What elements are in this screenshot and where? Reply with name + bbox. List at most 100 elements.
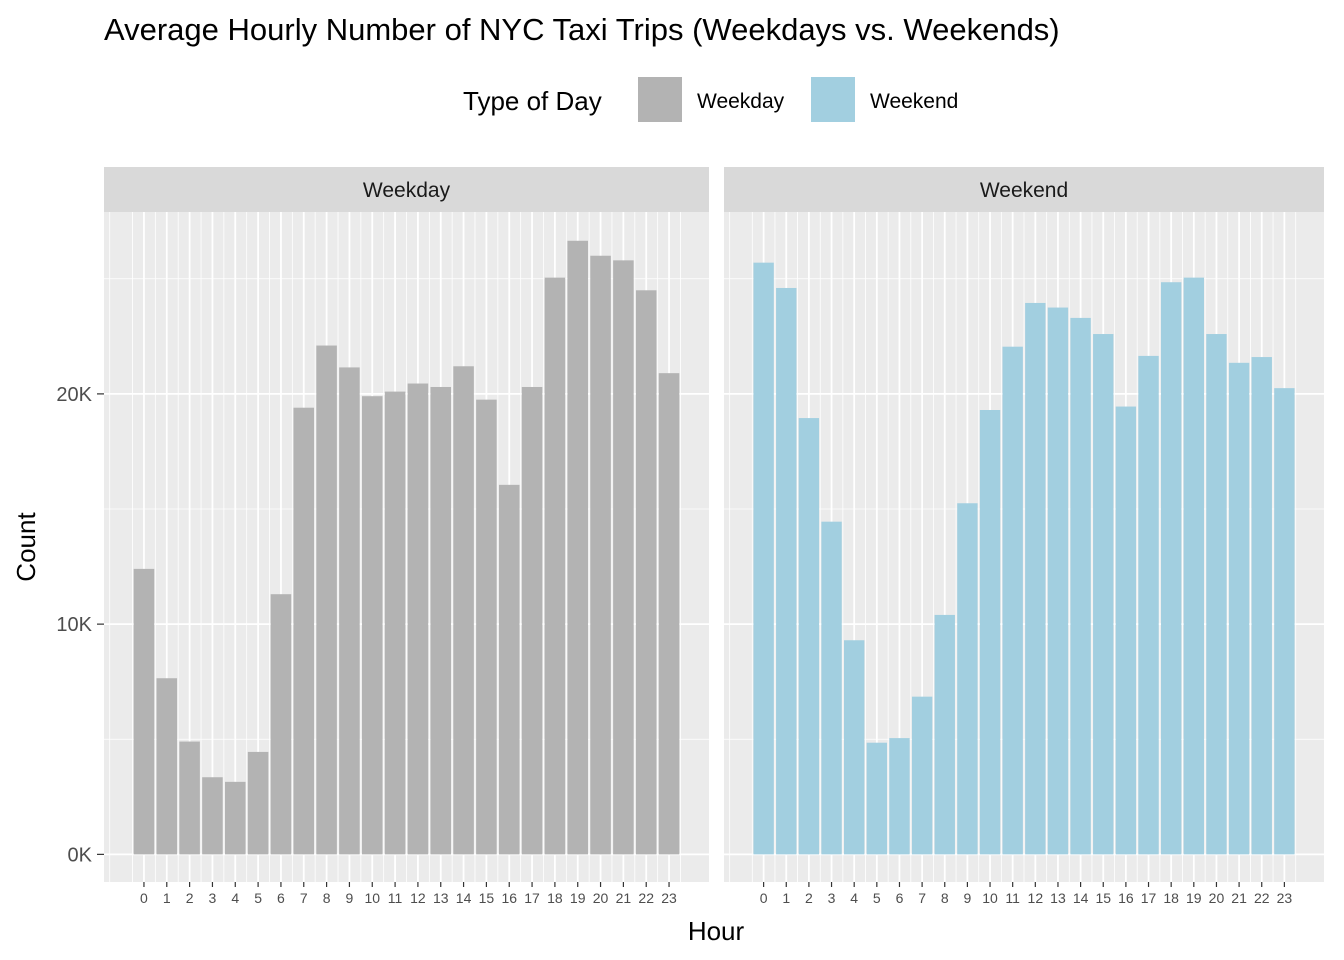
bar-weekend-hour-15: [1093, 334, 1114, 855]
y-axis-title: Count: [11, 512, 41, 582]
bar-weekday-hour-23: [658, 373, 680, 855]
legend-swatch-weekend: [811, 77, 855, 122]
x-tick-label: 6: [277, 890, 285, 906]
bar-weekday-hour-8: [316, 345, 337, 855]
bar-weekend-hour-23: [1274, 388, 1295, 855]
x-tick-label: 4: [850, 890, 858, 906]
x-tick-label: 9: [963, 890, 971, 906]
x-tick-label: 20: [1209, 890, 1225, 906]
x-tick-label: 8: [323, 890, 331, 906]
bar-weekend-hour-19: [1183, 277, 1204, 855]
bar-weekday-hour-16: [498, 484, 520, 855]
x-tick-label: 14: [1073, 890, 1089, 906]
legend-label-weekend: Weekend: [870, 90, 958, 113]
bar-weekday-hour-14: [453, 366, 474, 855]
x-tick-label: 16: [501, 890, 517, 906]
bar-weekend-hour-10: [979, 410, 1001, 855]
x-tick-label: 1: [782, 890, 790, 906]
bar-weekend-hour-21: [1228, 362, 1250, 855]
bar-weekend-hour-6: [889, 738, 910, 855]
x-tick-label: 14: [456, 890, 472, 906]
legend-label-weekday: Weekday: [697, 90, 785, 113]
x-tick-label: 15: [479, 890, 495, 906]
legend-swatch-weekday: [638, 77, 682, 122]
x-tick-label: 11: [1005, 890, 1020, 906]
bar-weekday-hour-11: [384, 391, 406, 855]
bar-weekday-hour-9: [339, 367, 360, 855]
bar-weekday-hour-7: [293, 407, 315, 855]
x-tick-label: 16: [1118, 890, 1134, 906]
x-tick-label: 8: [941, 890, 949, 906]
y-tick-label: 20K: [56, 384, 92, 406]
x-tick-label: 19: [570, 890, 586, 906]
x-tick-label: 1: [163, 890, 171, 906]
x-tick-label: 4: [231, 890, 239, 906]
x-tick-label: 0: [140, 890, 148, 906]
bar-weekday-hour-3: [202, 777, 223, 855]
bar-weekday-hour-17: [521, 386, 543, 855]
x-tick-label: 7: [918, 890, 926, 906]
x-tick-label: 12: [1028, 890, 1044, 906]
bar-weekday-hour-15: [476, 399, 497, 855]
x-tick-label: 2: [805, 890, 813, 906]
bar-weekend-hour-9: [957, 503, 978, 855]
x-tick-label: 17: [1141, 890, 1157, 906]
chart-title: Average Hourly Number of NYC Taxi Trips …: [104, 12, 1060, 47]
x-tick-label: 12: [410, 890, 426, 906]
x-tick-label: 10: [982, 890, 998, 906]
facet-strip-label: Weekday: [363, 179, 451, 202]
legend-title: Type of Day: [463, 86, 602, 116]
x-tick-label: 9: [346, 890, 354, 906]
bar-weekend-hour-22: [1251, 357, 1272, 855]
bar-weekend-hour-2: [798, 418, 820, 855]
bar-weekday-hour-20: [590, 255, 611, 855]
bar-weekday-hour-10: [361, 396, 383, 855]
x-tick-label: 7: [300, 890, 308, 906]
x-tick-label: 15: [1095, 890, 1111, 906]
x-tick-label: 18: [1163, 890, 1179, 906]
bar-weekend-hour-11: [1002, 346, 1023, 855]
x-tick-label: 22: [638, 890, 654, 906]
x-tick-label: 22: [1254, 890, 1270, 906]
bar-weekday-hour-5: [247, 751, 269, 855]
bar-weekend-hour-7: [911, 696, 933, 855]
x-tick-label: 5: [254, 890, 262, 906]
bar-weekday-hour-12: [407, 383, 429, 855]
x-tick-label: 23: [661, 890, 677, 906]
bar-weekday-hour-6: [270, 594, 292, 855]
x-tick-label: 23: [1277, 890, 1293, 906]
bar-weekday-hour-18: [544, 277, 566, 855]
bar-weekend-hour-16: [1115, 406, 1137, 855]
bar-weekend-hour-12: [1025, 302, 1046, 855]
x-tick-label: 17: [524, 890, 540, 906]
x-tick-label: 10: [364, 890, 380, 906]
bar-weekday-hour-13: [430, 386, 452, 855]
facet-strip-label: Weekend: [980, 179, 1068, 202]
facet-strip: [724, 167, 1324, 212]
bar-weekend-hour-20: [1206, 334, 1227, 855]
bar-weekend-hour-4: [844, 640, 865, 855]
facet-strip: [104, 167, 709, 212]
x-tick-label: 19: [1186, 890, 1202, 906]
x-tick-label: 13: [433, 890, 449, 906]
bar-weekend-hour-1: [776, 287, 797, 855]
bar-weekend-hour-13: [1047, 307, 1069, 855]
x-axis-title: Hour: [688, 916, 745, 946]
bar-weekday-hour-0: [133, 568, 155, 855]
bar-weekday-hour-4: [225, 781, 246, 855]
bar-weekend-hour-8: [934, 614, 955, 855]
x-tick-label: 6: [896, 890, 904, 906]
bar-weekend-hour-18: [1160, 282, 1182, 855]
bar-weekday-hour-19: [567, 240, 588, 855]
bar-weekend-hour-14: [1070, 317, 1091, 855]
x-tick-label: 11: [388, 890, 403, 906]
y-tick-label: 0K: [68, 844, 93, 866]
x-tick-label: 20: [593, 890, 609, 906]
legend: Type of Day Weekday Weekend: [463, 77, 958, 122]
bar-weekend-hour-3: [821, 521, 842, 855]
x-tick-label: 3: [209, 890, 217, 906]
x-tick-label: 2: [186, 890, 194, 906]
